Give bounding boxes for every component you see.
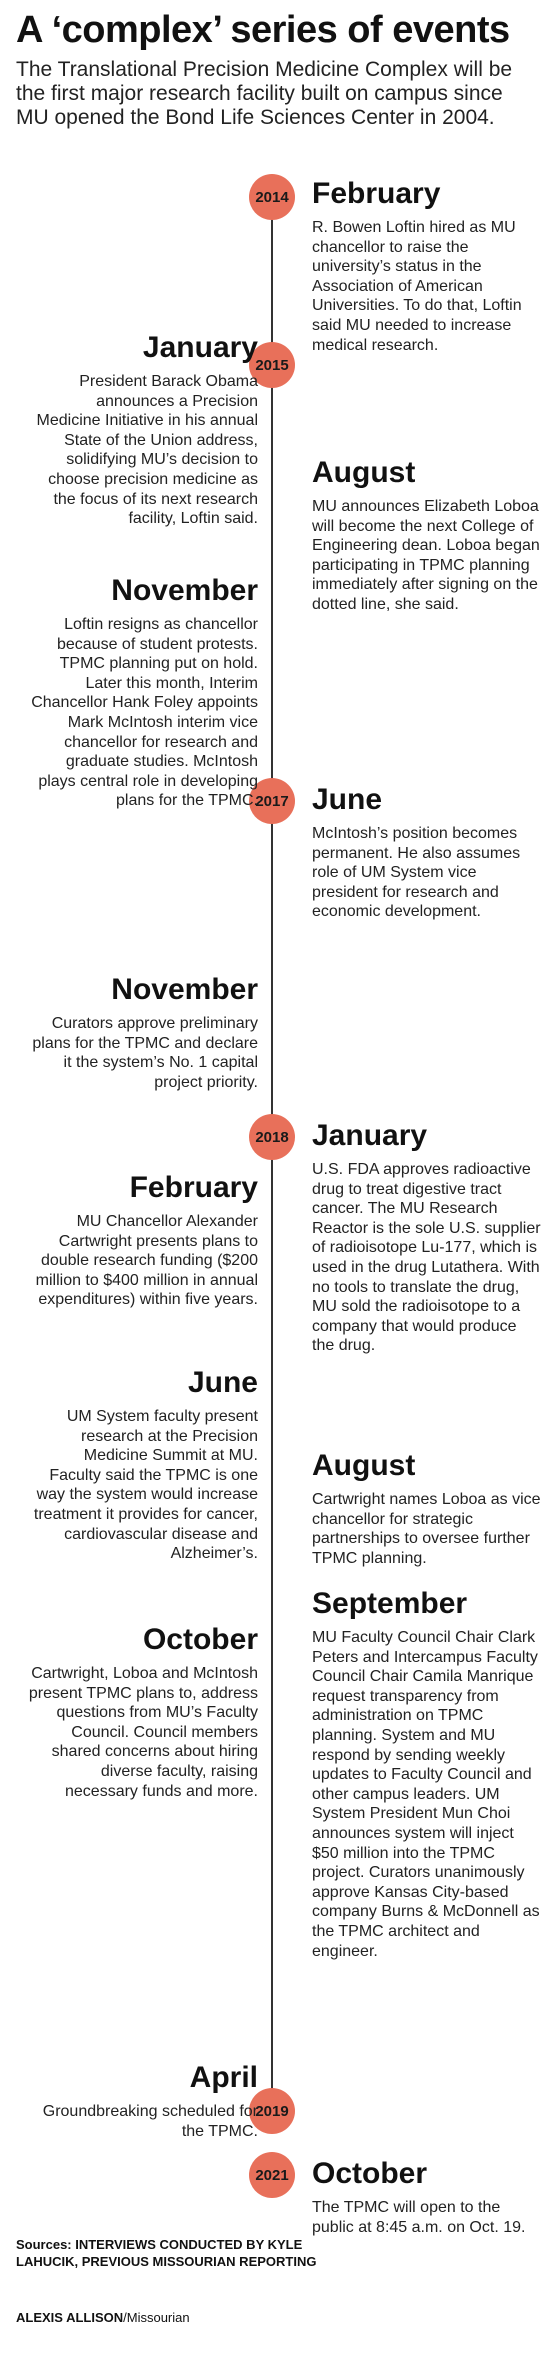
year-label: 2017 (255, 792, 289, 810)
event-2019-april: April Groundbreaking scheduled for the T… (28, 2060, 258, 2141)
year-marker-2014: 2014 (249, 174, 295, 220)
year-label: 2021 (255, 2166, 289, 2184)
event-2018-june: June UM System faculty present research … (28, 1365, 258, 1564)
event-2018-august: August Cartwright names Loboa as vice ch… (312, 1448, 542, 1568)
year-marker-2015: 2015 (249, 342, 295, 388)
year-marker-2017: 2017 (249, 778, 295, 824)
event-month: January (312, 1119, 428, 1152)
year-marker-2019: 2019 (249, 2088, 295, 2134)
event-month: October (142, 1623, 258, 1656)
event-month: November (111, 574, 258, 607)
event-2018-october: October Cartwright, Loboa and McIntosh p… (28, 1622, 258, 1801)
event-month: June (312, 783, 383, 816)
event-2018-september: September MU Faculty Council Chair Clark… (312, 1586, 542, 1961)
event-2015-january: January President Barack Obama announces… (28, 330, 258, 529)
event-month: April (189, 2061, 258, 2094)
event-text: Curators approve preliminary plans for t… (32, 1015, 258, 1091)
event-text: U.S. FDA approves radioactive drug to tr… (312, 1161, 541, 1355)
year-label: 2019 (255, 2102, 289, 2120)
event-text: UM System faculty present research at th… (33, 1408, 258, 1563)
event-2014-february: February R. Bowen Loftin hired as MU cha… (312, 176, 542, 355)
event-text: Cartwright names Loboa as vice chancello… (312, 1491, 541, 1567)
event-month: October (312, 2157, 428, 2190)
event-2018-january: January U.S. FDA approves radioactive dr… (312, 1118, 542, 1356)
event-text: MU announces Elizabeth Loboa will become… (312, 498, 540, 613)
event-text: Groundbreaking scheduled for the TPMC. (42, 2103, 258, 2140)
credit-org: /Missourian (123, 2310, 190, 2325)
graphic-credit: ALEXIS ALLISON/Missourian (16, 2310, 190, 2325)
credit-name: ALEXIS ALLISON (16, 2310, 124, 2325)
event-month: November (111, 973, 258, 1006)
event-2015-august: August MU announces Elizabeth Loboa will… (312, 455, 542, 615)
sources-note: Sources: INTERVIEWS CONDUCTED BY KYLE LA… (16, 2237, 317, 2269)
event-month: August (312, 456, 416, 489)
event-text: President Barack Obama announces a Preci… (36, 373, 258, 528)
year-marker-2021: 2021 (249, 2152, 295, 2198)
year-label: 2018 (255, 1128, 289, 1146)
event-text: MU Chancellor Alexander Cartwright prese… (35, 1213, 258, 1309)
event-month: February (129, 1171, 258, 1204)
event-month: September (312, 1587, 468, 1620)
year-label: 2014 (255, 188, 289, 206)
intro-text: The Translational Precision Medicine Com… (16, 58, 513, 129)
page-title: A ‘complex’ series of events (16, 9, 510, 51)
event-month: January (142, 331, 258, 364)
event-2018-february: February MU Chancellor Alexander Cartwri… (28, 1170, 258, 1310)
event-2017-november: November Curators approve preliminary pl… (28, 972, 258, 1092)
event-2021-october: October The TPMC will open to the public… (312, 2156, 542, 2237)
event-text: Loftin resigns as chancellor because of … (31, 616, 258, 810)
event-month: June (187, 1366, 258, 1399)
year-marker-2018: 2018 (249, 1114, 295, 1160)
event-text: MU Faculty Council Chair Clark Peters an… (312, 1629, 540, 1960)
event-text: Cartwright, Loboa and McIntosh present T… (28, 1665, 258, 1800)
year-label: 2015 (255, 356, 289, 374)
event-text: R. Bowen Loftin hired as MU chancellor t… (312, 219, 522, 354)
event-month: February (312, 177, 441, 210)
event-text: The TPMC will open to the public at 8:45… (312, 2199, 526, 2236)
event-month: August (312, 1449, 416, 1482)
event-2017-june: June McIntosh’s position becomes permane… (312, 782, 542, 922)
event-2015-november: November Loftin resigns as chancellor be… (28, 573, 258, 811)
event-text: McIntosh’s position becomes permanent. H… (312, 825, 521, 921)
